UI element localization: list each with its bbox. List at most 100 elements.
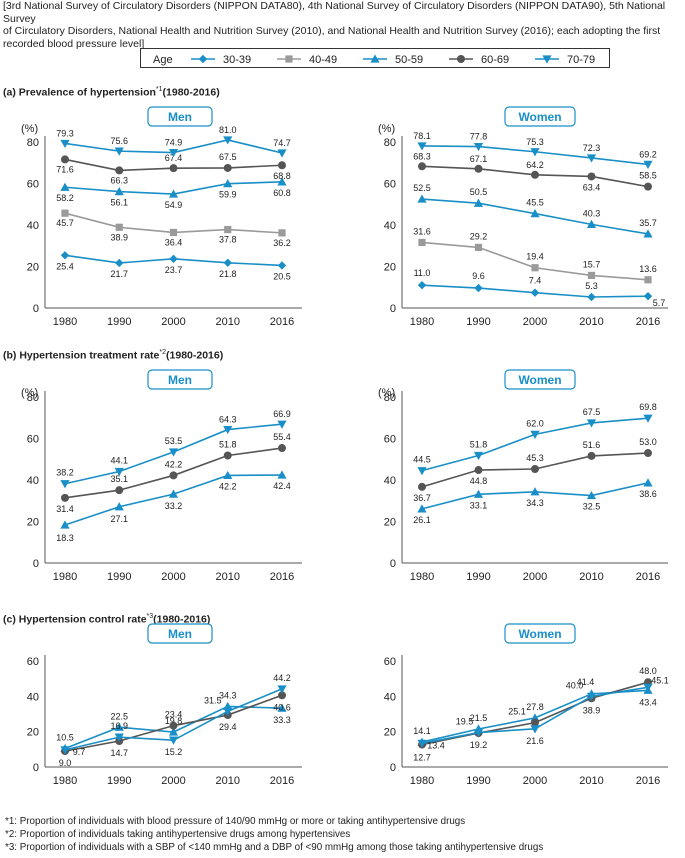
- data-point: [60, 480, 70, 489]
- data-label: 25.1: [508, 707, 526, 717]
- data-point: [530, 725, 540, 734]
- legend-graphic: Age 30-39 40-49 50-59 60-69 70-79: [153, 54, 595, 66]
- legend: Age 30-39 40-49 50-59 60-69 70-79: [140, 48, 610, 68]
- x-tick-label: 2000: [161, 571, 185, 583]
- data-label: 23.7: [165, 265, 183, 275]
- data-label: 72.3: [583, 143, 601, 153]
- source-header: [3rd National Survey of Circulatory Diso…: [3, 0, 683, 50]
- x-tick-label: 2000: [523, 571, 547, 583]
- section-a-title: Prevalence of hypertension: [18, 86, 156, 99]
- data-label: 78.1: [413, 131, 431, 141]
- data-label: 27.8: [526, 702, 544, 712]
- footnote-2-text: : Proportion of individuals taking antih…: [14, 829, 351, 840]
- data-label: 26.1: [413, 515, 431, 525]
- x-tick-label: 1990: [466, 775, 490, 787]
- section-title-a: (a) Prevalence of hypertension*1(1980-20…: [3, 86, 220, 99]
- data-label: 53.0: [639, 437, 657, 447]
- data-point: [60, 139, 70, 149]
- x-tick-label: 2000: [161, 775, 185, 787]
- x-tick-label: 2016: [270, 571, 294, 583]
- data-label: 31.5: [204, 695, 222, 705]
- data-point: [473, 142, 484, 152]
- data-point: [474, 164, 483, 173]
- data-point: [168, 489, 179, 498]
- data-label: 52.5: [413, 183, 431, 193]
- data-point: [644, 276, 652, 284]
- data-point: [418, 238, 426, 247]
- panel-label-box: [147, 106, 213, 127]
- data-label: 44.1: [110, 455, 128, 465]
- section-c-prefix: (c): [3, 613, 16, 626]
- y-tick-label: 40: [384, 220, 396, 232]
- data-label: 29.4: [219, 722, 237, 732]
- footnote-3-mark: *3: [5, 842, 15, 853]
- series-30-39: 11.0 9.6 7.4 5.3 5.7: [414, 268, 666, 308]
- data-label: 40.0: [566, 680, 584, 690]
- footnote-3: *3: Proportion of individuals with a SBP…: [5, 841, 543, 854]
- section-b-mark: *2: [159, 349, 167, 356]
- data-label: 74.7: [273, 138, 291, 148]
- footnote-2-mark: *2: [5, 829, 15, 840]
- series-60-69: 31.4 35.1 42.2 51.8 55.4: [56, 432, 291, 514]
- data-label: 33.3: [273, 715, 291, 725]
- chart-c-men: 0 20 40 60 1980 1990 2000 2010 2016 Men 10.5 22.5 19…: [27, 623, 302, 787]
- data-label: 69.2: [639, 149, 657, 159]
- data-point: [223, 163, 232, 172]
- section-c-range: (1980-2016): [153, 613, 211, 626]
- legend-label: 30-39: [223, 54, 251, 66]
- data-point: [473, 728, 484, 738]
- y-axis-unit: (%): [378, 387, 395, 399]
- series-line: [64, 474, 283, 526]
- series-50-59: 52.5 50.5 45.5 40.3 35.7: [413, 183, 657, 238]
- data-point: [223, 451, 232, 460]
- x-tick-label: 2016: [636, 571, 660, 583]
- legend-label: 50-59: [395, 54, 423, 66]
- data-point: [169, 228, 178, 237]
- series-70-79: 44.5 51.8 62.0 67.5 69.8: [413, 402, 657, 476]
- data-label: 9.0: [59, 758, 72, 768]
- panel-label-box: [504, 623, 576, 644]
- data-point: [586, 692, 597, 701]
- data-point: [531, 170, 539, 179]
- data-point: [60, 182, 70, 191]
- data-point: [530, 430, 540, 439]
- chart-b-men: 0 20 40 60 80 1980 1990 2000 2010 2016 (%) Men 18.3 2…: [21, 369, 302, 583]
- data-point: [114, 467, 124, 477]
- data-point: [169, 254, 178, 264]
- data-label: 68.8: [273, 171, 291, 181]
- y-tick-label: 20: [27, 262, 39, 274]
- data-point: [277, 177, 287, 186]
- data-point: [417, 194, 427, 203]
- x-tick-label: 1980: [410, 775, 434, 787]
- data-label: 38.9: [110, 232, 128, 242]
- panel-label-box: [147, 623, 213, 644]
- footnotes: *1: Proportion of individuals with blood…: [5, 815, 543, 854]
- data-point: [530, 148, 540, 157]
- data-point: [418, 482, 426, 491]
- data-point: [60, 520, 70, 529]
- data-label: 45.3: [526, 453, 544, 463]
- legend-title: Age: [153, 54, 173, 66]
- data-point: [587, 292, 596, 302]
- y-tick-label: 0: [390, 303, 396, 315]
- series-70-79: 9.7 16.9 15.2 31.5 44.2: [60, 673, 291, 757]
- header-line-1: [3rd National Survey of Circulatory Diso…: [3, 0, 666, 25]
- data-point: [587, 271, 596, 280]
- data-point: [473, 489, 484, 498]
- data-label: 5.3: [585, 281, 598, 291]
- data-point: [531, 264, 539, 272]
- data-point: [61, 493, 69, 502]
- y-tick-label: 20: [384, 517, 396, 529]
- data-label: 27.1: [110, 514, 128, 524]
- data-point: [643, 229, 653, 238]
- section-b-prefix: (b): [3, 349, 17, 362]
- data-label: 25.4: [56, 261, 74, 271]
- x-tick-label: 1980: [410, 571, 434, 583]
- data-point: [115, 486, 124, 495]
- chart-a-women: 0 20 40 60 80 1980 1990 2000 2010 2016 (%) Women 11.…: [378, 106, 668, 328]
- data-label: 64.3: [219, 415, 237, 425]
- footnote-2: *2: Proportion of individuals taking ant…: [5, 828, 543, 841]
- data-label: 60.8: [273, 188, 291, 198]
- panel-label-box: [504, 106, 576, 127]
- data-label: 58.5: [639, 171, 657, 181]
